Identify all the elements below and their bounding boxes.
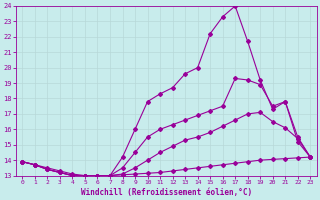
X-axis label: Windchill (Refroidissement éolien,°C): Windchill (Refroidissement éolien,°C) [81,188,252,197]
